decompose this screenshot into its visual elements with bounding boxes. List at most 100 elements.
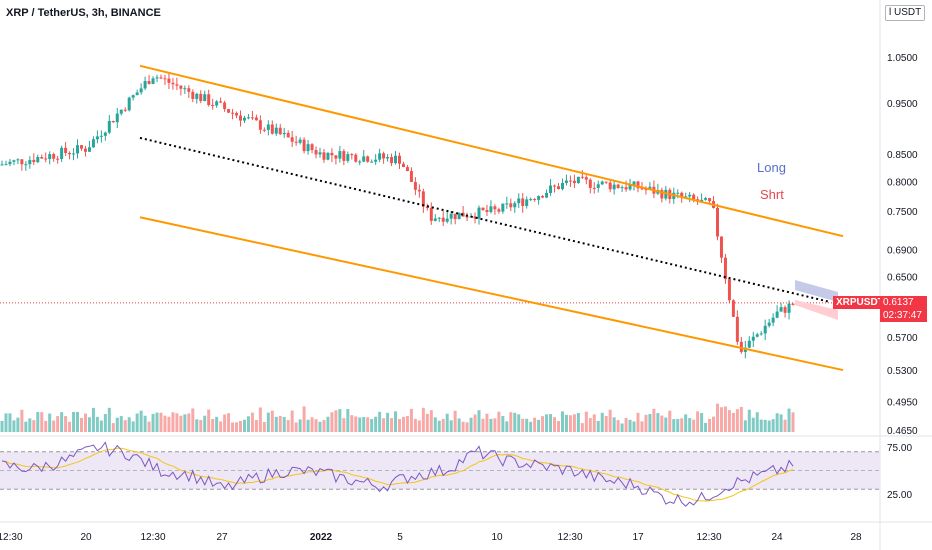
volume-bar	[401, 416, 405, 432]
candle-body	[477, 207, 481, 219]
volume-bar	[342, 418, 346, 432]
candle-body	[286, 132, 290, 138]
candle-body	[40, 156, 44, 159]
candle-body	[242, 117, 246, 121]
volume-bar	[743, 420, 747, 432]
candle-body	[155, 77, 159, 79]
volume-bar	[576, 413, 580, 432]
volume-bar	[262, 421, 266, 432]
candle-body	[529, 199, 533, 201]
price-scale-currency-toggle[interactable]: l USDT	[885, 5, 925, 21]
volume-bar	[632, 421, 636, 432]
volume-bar	[398, 419, 401, 432]
volume-bar	[628, 419, 632, 432]
candle-body	[596, 184, 600, 188]
volume-bar	[390, 418, 394, 432]
volume-bar	[592, 414, 596, 432]
volume-bar	[612, 417, 616, 432]
candle-body	[425, 206, 429, 208]
volume-bar	[111, 423, 115, 432]
price-tick-label: 0.8000	[887, 178, 918, 189]
volume-bar	[783, 419, 787, 432]
price-tick-label: 0.4950	[887, 397, 918, 408]
candle-body	[576, 176, 580, 184]
candle-body	[739, 341, 743, 352]
volume-bar	[127, 417, 131, 432]
volume-bar	[4, 413, 8, 432]
volume-bar	[107, 407, 111, 432]
volume-bar	[362, 417, 366, 432]
volume-bar	[8, 413, 12, 432]
candle-body	[111, 120, 115, 123]
volume-bar	[254, 420, 258, 432]
time-tick-label: 12:30	[0, 532, 23, 543]
candle-body	[310, 144, 314, 151]
volume-bar	[36, 412, 40, 432]
volume-bar	[310, 417, 314, 432]
volume-bar	[505, 421, 509, 432]
candle-body	[775, 311, 779, 318]
volume-bar	[44, 420, 48, 432]
volume-bar	[394, 411, 398, 432]
candle-body	[175, 84, 179, 86]
volume-bar	[684, 414, 688, 432]
volume-bar	[338, 409, 342, 432]
candle-body	[64, 147, 68, 153]
volume-bar	[596, 420, 600, 432]
candle-body	[751, 336, 755, 341]
candle-body	[211, 104, 215, 106]
volume-bar	[115, 417, 119, 432]
candle-body	[334, 155, 338, 159]
candle-body	[719, 236, 723, 258]
candle-body	[322, 152, 326, 160]
candle-body	[203, 94, 207, 101]
candle-body	[453, 213, 457, 220]
volume-bar	[497, 411, 501, 432]
price-tick-label: 0.7500	[887, 207, 918, 218]
candle-body	[584, 177, 588, 180]
volume-bar	[616, 420, 620, 432]
volume-bar	[91, 407, 95, 432]
candle-body	[0, 164, 4, 166]
volume-bar	[290, 410, 294, 432]
candle-body	[246, 117, 250, 119]
volume-bar	[203, 415, 207, 432]
price-tick-label: 1.0500	[887, 53, 918, 64]
volume-bar	[258, 407, 262, 432]
last-price-tag: 0.6137	[880, 296, 927, 309]
candle-body	[791, 303, 795, 305]
candle-body	[676, 192, 680, 194]
volume-bar	[219, 421, 223, 432]
volume-bar	[640, 421, 644, 432]
volume-bar	[696, 411, 700, 432]
volume-bar	[191, 408, 195, 432]
candle-body	[457, 212, 461, 220]
candle-body	[489, 206, 493, 212]
volume-bar	[318, 421, 322, 432]
candle-body	[716, 207, 719, 237]
time-tick-label: 2022	[310, 532, 333, 543]
candle-body	[580, 176, 584, 178]
volume-bar	[541, 416, 545, 432]
volume-bar	[549, 414, 553, 432]
time-tick-label: 17	[632, 532, 644, 543]
candle-body	[44, 158, 48, 160]
volume-bar	[624, 417, 628, 432]
candle-body	[445, 218, 449, 222]
candle-body	[270, 124, 274, 134]
candle-body	[167, 78, 171, 83]
volume-bar	[421, 407, 425, 432]
volume-bar	[489, 418, 493, 432]
volume-bar	[557, 421, 560, 432]
candle-body	[600, 181, 604, 185]
candle-body	[409, 171, 413, 182]
candle-body	[628, 184, 632, 190]
volume-bar	[708, 418, 712, 432]
candle-body	[338, 151, 342, 159]
candle-body	[541, 196, 545, 198]
volume-bar	[322, 420, 326, 432]
volume-bar	[676, 418, 680, 432]
candle-body	[298, 139, 302, 143]
volume-bar	[223, 414, 227, 432]
